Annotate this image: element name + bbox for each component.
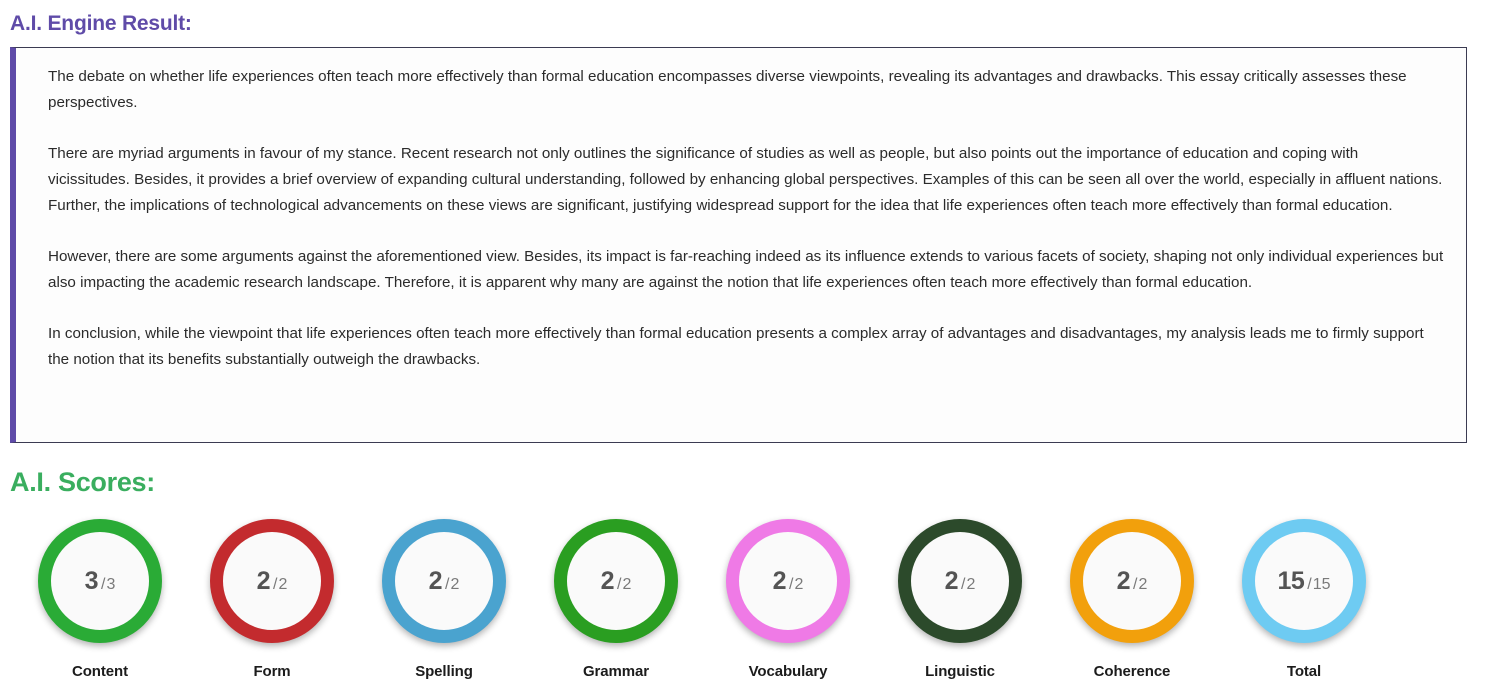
score-item-linguistic[interactable]: 2 / 2 Linguistic xyxy=(874,519,1046,680)
score-ring-text: 2 / 2 xyxy=(773,567,804,596)
score-ring-text: 2 / 2 xyxy=(429,567,460,596)
score-max: 2 xyxy=(1138,575,1148,593)
score-ring: 3 / 3 xyxy=(38,519,162,643)
score-value: 3 xyxy=(84,566,99,595)
score-label: Vocabulary xyxy=(748,663,828,680)
score-value: 2 xyxy=(944,566,959,595)
score-label: Grammar xyxy=(582,663,649,680)
essay-text-container: The debate on whether life experiences o… xyxy=(16,48,1466,383)
score-item-vocabulary[interactable]: 2 / 2 Vocabulary xyxy=(702,519,874,680)
score-item-form[interactable]: 2 / 2 Form xyxy=(186,519,358,680)
score-separator: / xyxy=(1307,575,1312,593)
score-value: 2 xyxy=(600,566,615,595)
score-ring: 2 / 2 xyxy=(726,519,850,643)
score-max: 2 xyxy=(622,575,632,593)
score-item-total[interactable]: 15 / 15 Total xyxy=(1218,519,1390,680)
score-value: 15 xyxy=(1277,566,1305,595)
score-value: 2 xyxy=(256,566,271,595)
score-max: 2 xyxy=(450,575,460,593)
score-ring: 2 / 2 xyxy=(898,519,1022,643)
score-label: Content xyxy=(72,663,128,680)
score-ring-text: 2 / 2 xyxy=(601,567,632,596)
score-ring-text: 3 / 3 xyxy=(85,567,116,596)
scores-list: 3 / 3 Content 2 / 2 Form 2 / 2 Spelling xyxy=(14,519,1414,680)
score-separator: / xyxy=(961,575,966,593)
essay-paragraph: There are myriad arguments in favour of … xyxy=(48,145,1443,214)
score-item-content[interactable]: 3 / 3 Content xyxy=(14,519,186,680)
score-item-spelling[interactable]: 2 / 2 Spelling xyxy=(358,519,530,680)
score-ring-text: 15 / 15 xyxy=(1277,567,1330,596)
score-ring: 2 / 2 xyxy=(382,519,506,643)
essay-paragraph: In conclusion, while the viewpoint that … xyxy=(48,325,1424,368)
score-separator: / xyxy=(273,575,278,593)
page-title: A.I. Engine Result: xyxy=(10,12,192,35)
score-separator: / xyxy=(101,575,106,593)
score-ring-text: 2 / 2 xyxy=(257,567,288,596)
ai-engine-result-box: The debate on whether life experiences o… xyxy=(10,47,1467,443)
essay-paragraph: The debate on whether life experiences o… xyxy=(48,68,1407,111)
score-value: 2 xyxy=(772,566,787,595)
score-separator: / xyxy=(617,575,622,593)
score-ring-text: 2 / 2 xyxy=(1117,567,1148,596)
score-label: Spelling xyxy=(415,663,473,680)
score-max: 2 xyxy=(794,575,804,593)
score-separator: / xyxy=(1133,575,1138,593)
score-ring: 2 / 2 xyxy=(210,519,334,643)
score-ring-text: 2 / 2 xyxy=(945,567,976,596)
score-label: Form xyxy=(253,663,291,680)
score-max: 3 xyxy=(106,575,116,593)
score-separator: / xyxy=(789,575,794,593)
score-ring: 15 / 15 xyxy=(1242,519,1366,643)
score-max: 2 xyxy=(966,575,976,593)
score-max: 2 xyxy=(278,575,288,593)
essay-paragraph: However, there are some arguments agains… xyxy=(48,248,1444,291)
score-ring: 2 / 2 xyxy=(554,519,678,643)
score-separator: / xyxy=(445,575,450,593)
score-label: Coherence xyxy=(1093,663,1171,680)
score-value: 2 xyxy=(1116,566,1131,595)
score-label: Linguistic xyxy=(925,663,995,680)
score-item-grammar[interactable]: 2 / 2 Grammar xyxy=(530,519,702,680)
scores-title: A.I. Scores: xyxy=(10,467,155,497)
score-label: Total xyxy=(1286,663,1322,680)
score-value: 2 xyxy=(428,566,443,595)
score-ring: 2 / 2 xyxy=(1070,519,1194,643)
score-max: 15 xyxy=(1312,575,1331,593)
score-item-coherence[interactable]: 2 / 2 Coherence xyxy=(1046,519,1218,680)
